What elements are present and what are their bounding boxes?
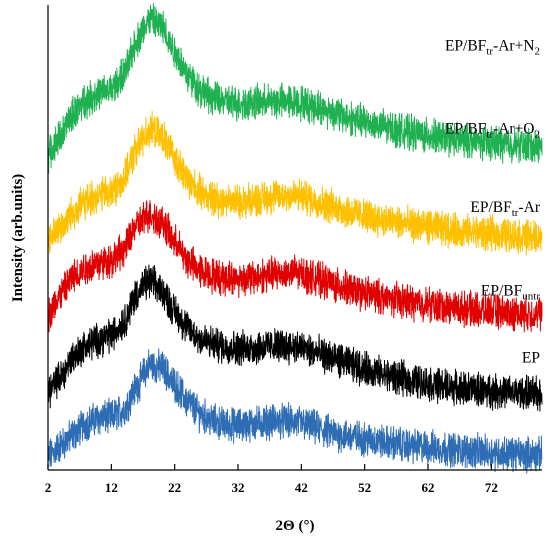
series-label-1: EP/BFuntr [481, 283, 540, 303]
x-tick-label: 22 [168, 480, 181, 495]
x-tick-label: 32 [232, 480, 245, 495]
x-tick-label: 52 [358, 480, 371, 495]
series-labels: EP EP/BFuntr EP/BFtr-Ar EP/BFtr-Ar+O2 EP/BFt… [445, 38, 541, 367]
x-axis: 2 12 22 32 42 52 62 72 [45, 5, 542, 495]
series-label-3: EP/BFtr-Ar+O2 [445, 120, 540, 140]
series-line-3 [47, 110, 543, 256]
y-axis-title: Intensity (arb.units) [10, 174, 26, 302]
x-tick-label: 62 [422, 480, 435, 495]
series-line-0 [47, 348, 543, 474]
series-label-2: EP/BFtr-Ar [470, 199, 540, 219]
x-tick-label: 12 [105, 480, 118, 495]
series-label-4: EP/BFtr-Ar+N2 [445, 38, 540, 58]
series-line-1 [47, 264, 543, 412]
series-line-2 [47, 200, 543, 333]
series-line-4 [47, 3, 543, 174]
series-label-0: EP [522, 350, 540, 367]
x-tick-label: 2 [45, 480, 52, 495]
plot-traces [47, 3, 543, 474]
x-ticks: 2 12 22 32 42 52 62 72 [45, 464, 498, 495]
x-tick-label: 72 [485, 480, 498, 495]
x-tick-label: 42 [295, 480, 308, 495]
x-axis-title: 2Θ (°) [276, 518, 315, 534]
